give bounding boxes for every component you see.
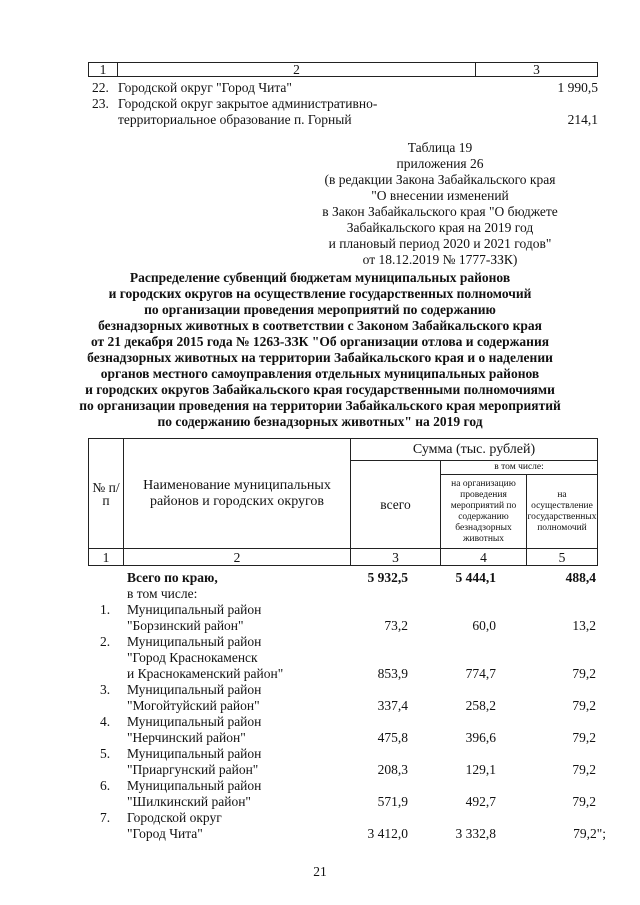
row-name: Муниципальный район [127,746,262,761]
row-name: Городской округ [127,810,222,825]
row-name: и Краснокаменский район" [127,666,284,681]
row-col4: 60,0 [472,618,496,633]
row-col5: 79,2 [572,698,596,713]
annex-line: и плановый период 2020 и 2021 годов" [328,236,552,251]
row-total: 853,9 [377,666,408,681]
row-number: 22. [92,80,109,95]
row-name: "Могойтуйский район" [127,698,260,713]
row-name: "Борзинский район" [127,618,244,633]
title-line: безнадзорных животных на территории Заба… [87,350,553,365]
title-line: органов местного самоуправления отдельны… [100,366,540,381]
annex-line: Забайкальского края на 2019 год [346,220,534,235]
row-total: 475,8 [377,730,408,745]
row-col4: 258,2 [465,698,496,713]
row-total: 571,9 [377,794,408,809]
title-line: по содержанию безнадзорных животных" на … [157,414,483,429]
row-name: "Город Чита" [127,826,203,841]
row-name: Муниципальный район [127,682,262,697]
title-line: по организации проведения на территории … [79,398,561,413]
row-col4: 396,6 [465,730,496,745]
row-name: Муниципальный район [127,602,262,617]
title-line: от 21 декабря 2015 года № 1263-ЗЗК "Об о… [90,334,550,349]
colnum-1: 1 [88,548,124,566]
row-number: 2. [100,634,111,649]
row-name: территориальное образование п. Горный [118,112,352,127]
header-including: в том числе: [440,460,598,475]
title-line: и городских округов Забайкальского края … [85,382,555,397]
header-total: всего [350,460,441,549]
row-number: 23. [92,96,109,111]
total-name: Всего по краю, [127,570,218,585]
total-value: 5 932,5 [367,570,409,585]
header-name: Наименование муниципальных районов и гор… [123,438,351,549]
title-line: по организации проведения мероприятий по… [144,302,496,317]
total-c4: 5 444,1 [455,570,497,585]
annex-line: от 18.12.2019 № 1777-ЗЗК) [362,252,518,267]
row-name: "Приаргунский район" [127,762,259,777]
including-label: в том числе: [127,586,198,601]
row-name: Муниципальный район [127,634,262,649]
row-col5: 13,2 [572,618,596,633]
header-sum: Сумма (тыс. рублей) [350,438,598,461]
row-col4: 3 332,8 [455,826,497,841]
row-name: Муниципальный район [127,778,262,793]
row-number: 1. [100,602,111,617]
main-table-header: № п/п Наименование муниципальных районов… [88,438,598,566]
row-col5: 79,2 [572,666,596,681]
row-total: 337,4 [377,698,408,713]
annex-line: в Закон Забайкальского края "О бюджете [322,204,558,219]
row-value: 214,1 [567,112,598,127]
col-3: 3 [475,62,598,77]
row-name: Городской округ "Город Чита" [118,80,292,95]
row-value: 1 990,5 [557,80,599,95]
title-line: Распределение субвенций бюджетам муницип… [129,270,511,285]
annex-line: (в редакции Закона Забайкальского края [324,172,556,187]
row-name: Муниципальный район [127,714,262,729]
row-number: 3. [100,682,111,697]
colnum-2: 2 [123,548,351,566]
annex-line: приложения 26 [396,156,484,171]
col-2: 2 [117,62,476,77]
row-number: 4. [100,714,111,729]
row-col4: 774,7 [465,666,496,681]
header-col5: на осуществление государственных полномо… [526,474,598,549]
row-col4: 492,7 [465,794,496,809]
row-col5: 79,2 [572,762,596,777]
row-total: 208,3 [377,762,408,777]
title-line: безнадзорных животных в соответствии с З… [98,318,542,333]
row-name: "Город Краснокаменск [127,650,258,665]
row-total: 3 412,0 [367,826,409,841]
row-total: 73,2 [384,618,408,633]
row-col4: 129,1 [465,762,496,777]
colnum-5: 5 [526,548,598,566]
header-num: № п/п [88,438,124,549]
row-name: Городской округ закрытое административно… [118,96,378,111]
annex-line: Таблица 19 [407,140,473,155]
page-number: 21 [313,864,327,879]
row-number: 6. [100,778,111,793]
total-c5: 488,4 [565,570,596,585]
row-number: 7. [100,810,111,825]
colnum-3: 3 [350,548,441,566]
title-line: и городских округов на осуществление гос… [108,286,532,301]
row-name: "Шилкинский район" [127,794,251,809]
row-col5: 79,2 [572,794,596,809]
row-name: "Нерчинский район" [127,730,246,745]
header-col4: на организацию проведения мероприятий по… [440,474,527,549]
row-number: 5. [100,746,111,761]
colnum-4: 4 [440,548,527,566]
row-col5: 79,2"; [573,826,606,841]
annex-line: "О внесении изменений [371,188,509,203]
col-1: 1 [88,62,118,77]
row-col5: 79,2 [572,730,596,745]
